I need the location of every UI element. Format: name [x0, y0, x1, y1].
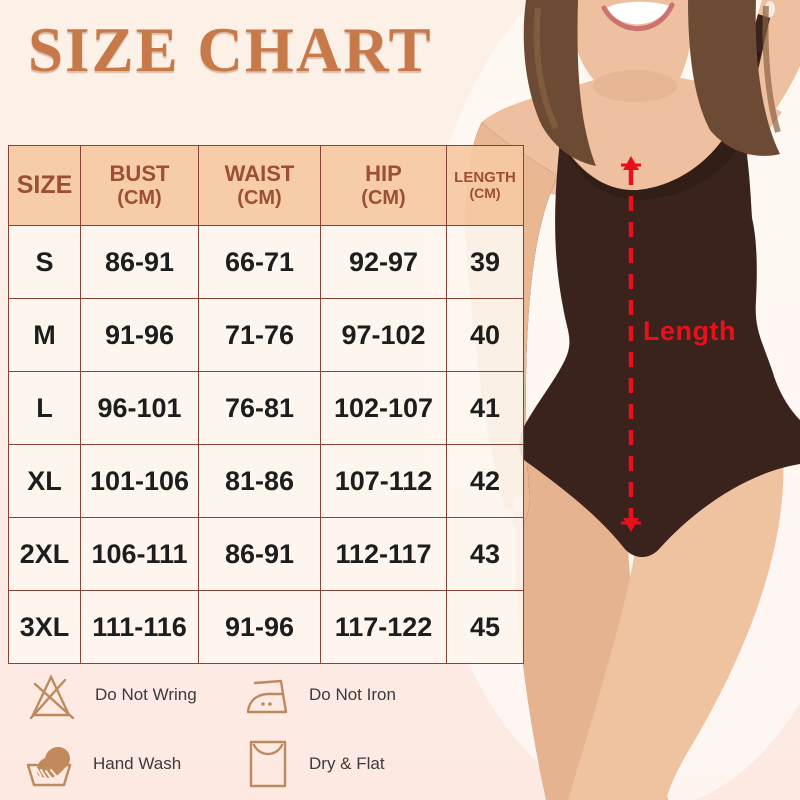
hip-cell: 92-97: [320, 225, 447, 299]
bust-cell: 86-91: [80, 225, 199, 299]
length-cell: 42: [446, 444, 524, 518]
col-header-hip: HIP (CM): [320, 145, 447, 226]
do-not-iron-icon: [246, 679, 288, 713]
care-item-hand-wash: Hand Wash: [24, 737, 242, 791]
size-chart-table: SIZE BUST (CM) WAIST (CM) HIP (CM) LENGTH (C…: [8, 145, 524, 664]
care-item-do-not-wring: Do Not Wring: [24, 670, 242, 720]
hip-cell: 107-112: [320, 444, 447, 518]
size-cell: S: [8, 225, 81, 299]
size-cell: XL: [8, 444, 81, 518]
table-row: M 91-96 71-76 97-102 40: [8, 298, 524, 372]
size-cell: 3XL: [8, 590, 81, 664]
hip-cell: 97-102: [320, 298, 447, 372]
col-header-bust: BUST (CM): [80, 145, 199, 226]
waist-cell: 81-86: [198, 444, 321, 518]
bust-cell: 101-106: [80, 444, 199, 518]
dry-flat-icon: [249, 740, 287, 787]
bust-cell: 106-111: [80, 517, 199, 591]
page-title: SIZE CHART: [28, 15, 433, 85]
hip-cell: 102-107: [320, 371, 447, 445]
table-row: L 96-101 76-81 102-107 41: [8, 371, 524, 445]
col-header-waist: WAIST (CM): [198, 145, 321, 226]
bust-cell: 96-101: [80, 371, 199, 445]
table-row: XL 101-106 81-86 107-112 42: [8, 444, 524, 518]
care-instructions: Do Not Wring Do Not Iron Hand Wash: [24, 660, 474, 798]
waist-cell: 66-71: [198, 225, 321, 299]
length-cell: 45: [446, 590, 524, 664]
col-header-size: SIZE: [8, 145, 81, 226]
table-row: S 86-91 66-71 92-97 39: [8, 225, 524, 299]
care-item-do-not-iron: Do Not Iron: [242, 670, 474, 720]
length-measurement-arrow: [621, 156, 641, 532]
col-header-length: LENGTH (CM): [446, 145, 524, 226]
length-cell: 41: [446, 371, 524, 445]
hip-cell: 112-117: [320, 517, 447, 591]
bust-cell: 111-116: [80, 590, 199, 664]
length-cell: 39: [446, 225, 524, 299]
waist-cell: 71-76: [198, 298, 321, 372]
table-row: 3XL 111-116 91-96 117-122 45: [8, 590, 524, 664]
size-cell: L: [8, 371, 81, 445]
size-cell: 2XL: [8, 517, 81, 591]
care-label: Hand Wash: [93, 753, 182, 773]
waist-cell: 86-91: [198, 517, 321, 591]
bust-cell: 91-96: [80, 298, 199, 372]
care-item-dry-flat: Dry & Flat: [242, 736, 474, 792]
hip-cell: 117-122: [320, 590, 447, 664]
hand-wash-icon: [26, 746, 72, 786]
length-measurement-label: Length: [643, 316, 736, 346]
size-cell: M: [8, 298, 81, 372]
care-label: Do Not Wring: [95, 684, 197, 704]
length-cell: 40: [446, 298, 524, 372]
table-row: 2XL 106-111 86-91 112-117 43: [8, 517, 524, 591]
waist-cell: 76-81: [198, 371, 321, 445]
waist-cell: 91-96: [198, 590, 321, 664]
care-label: Do Not Iron: [309, 684, 396, 704]
do-not-wring-icon: [29, 673, 75, 719]
length-cell: 43: [446, 517, 524, 591]
care-label: Dry & Flat: [309, 753, 385, 773]
table-header-row: SIZE BUST (CM) WAIST (CM) HIP (CM) LENGTH (C…: [8, 145, 524, 226]
